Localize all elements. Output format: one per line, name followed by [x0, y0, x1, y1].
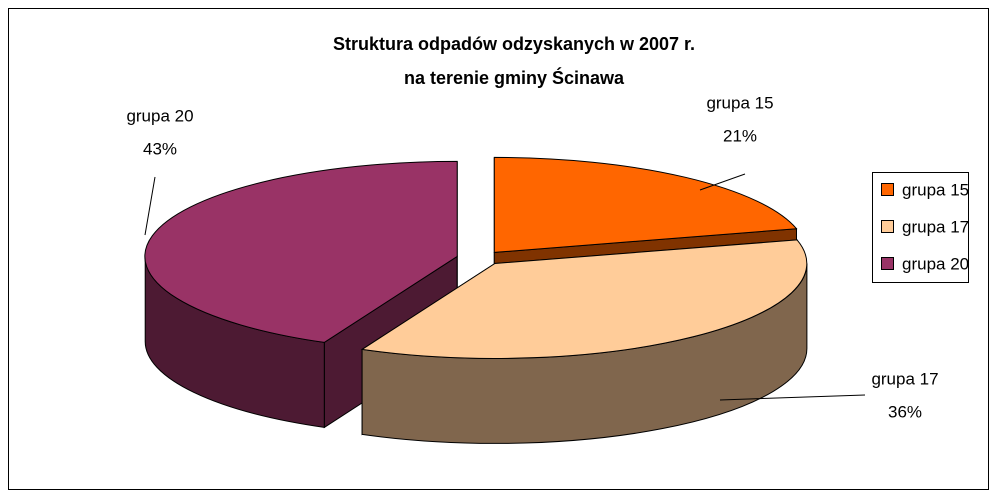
data-label-name: grupa 17 [871, 369, 938, 388]
data-label: 36% [888, 402, 922, 421]
data-label-name: grupa 20 [126, 106, 193, 125]
data-label: 43% [143, 139, 177, 158]
legend-swatch [881, 183, 894, 196]
data-label-name: grupa 15 [706, 93, 773, 112]
legend-swatch [881, 257, 894, 270]
data-label: 21% [723, 126, 757, 145]
slice [360, 239, 808, 359]
legend-label: grupa 20 [902, 254, 969, 273]
chart-title: Struktura odpadów odzyskanych w 2007 r. [333, 34, 695, 54]
leader-line [719, 394, 866, 401]
leader-line [144, 176, 156, 236]
leader-line [699, 173, 746, 191]
chart-title: na terenie gminy Ścinawa [404, 67, 625, 88]
slice [144, 160, 458, 343]
legend-swatch [881, 220, 894, 233]
legend-label: grupa 15 [902, 180, 969, 199]
legend-label: grupa 17 [902, 217, 969, 236]
slice [493, 156, 798, 253]
